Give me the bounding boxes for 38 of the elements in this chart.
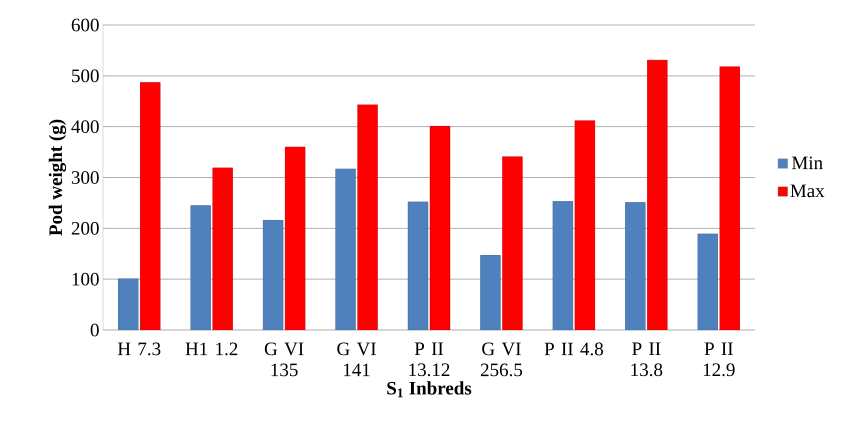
legend-label: Max: [790, 184, 824, 198]
bar: [118, 278, 138, 330]
x-tick-label: G VI 256.5: [480, 342, 522, 376]
y-tick-label: 0: [90, 324, 99, 336]
x-tick-label: P II 13.8: [631, 342, 662, 376]
y-tick-label: 200: [72, 222, 99, 235]
x-tick-label: P II 12.9: [704, 342, 735, 376]
bar: [335, 168, 356, 330]
bar: [647, 60, 668, 330]
x-tick-label: G VI 135: [264, 342, 304, 376]
bar: [720, 66, 740, 330]
x-tick-label: P II 13.12: [409, 342, 450, 376]
bar: [212, 168, 233, 330]
x-tick-label: P II 4.8: [544, 342, 603, 356]
x-tick-label: G VI 141: [337, 342, 376, 376]
bar: [190, 205, 211, 330]
x-axis-title: S$_{1}$ Inbreds: [387, 381, 472, 398]
y-tick-label: 500: [72, 69, 99, 82]
bar: [140, 82, 160, 330]
bar: [502, 156, 523, 330]
y-tick-label: 300: [72, 171, 99, 184]
bar: [625, 202, 646, 330]
bar: [430, 126, 450, 330]
bar: [408, 202, 428, 330]
y-axis-title: Pod weight (g): [48, 120, 66, 236]
bar: [357, 104, 378, 330]
y-tick-label: 400: [71, 120, 99, 134]
y-tick-label: 600: [72, 18, 99, 32]
legend-label: Min: [792, 156, 823, 170]
bar: [284, 146, 306, 330]
bar: [552, 201, 574, 330]
y-tick-label: 100: [72, 272, 99, 286]
x-tick-label: H1 1.2: [186, 342, 238, 356]
x-tick-label: H 7.3: [118, 342, 160, 356]
bar: [574, 120, 596, 330]
bar: [698, 234, 718, 330]
bar: [480, 255, 501, 330]
bar: [262, 220, 284, 330]
